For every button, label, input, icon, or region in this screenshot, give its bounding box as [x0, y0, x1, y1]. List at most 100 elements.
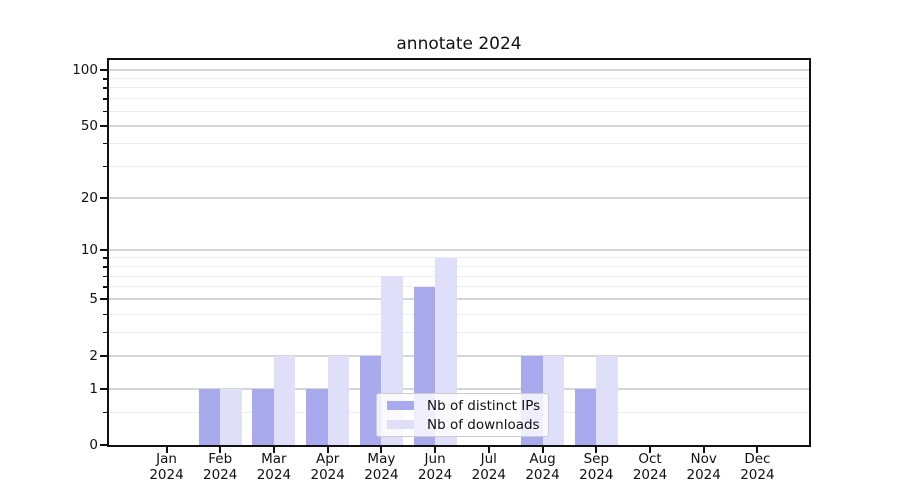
y-minor-tick — [103, 411, 107, 414]
gridline-minor — [109, 78, 809, 79]
x-tick-label: May 2024 — [349, 451, 413, 483]
x-tick-label: Sep 2024 — [564, 451, 628, 483]
x-tick — [649, 447, 651, 453]
y-minor-tick — [103, 313, 107, 316]
x-tick-label: Jul 2024 — [457, 451, 521, 483]
x-tick-label-line: Dec — [744, 451, 771, 467]
y-tick — [100, 196, 107, 199]
x-tick-label: Jun 2024 — [403, 451, 467, 483]
x-tick-label-line: 2024 — [686, 466, 721, 483]
x-tick-label-line: Jan — [156, 451, 177, 467]
bar-distinct-ips-feb — [198, 388, 221, 445]
gridline-minor — [109, 257, 809, 259]
x-tick-label: Apr 2024 — [296, 451, 360, 483]
y-tick — [100, 249, 107, 252]
x-tick-label-line: Oct — [638, 451, 662, 467]
y-tick — [100, 444, 107, 446]
right-spine — [809, 58, 811, 447]
legend: Nb of distinct IPs Nb of downloads — [376, 393, 549, 437]
bar-distinct-ips-apr — [306, 388, 328, 445]
y-tick-label: 100 — [72, 62, 98, 78]
gridline-minor — [109, 142, 809, 144]
x-tick-label-line: Sep — [583, 451, 610, 467]
y-tick-label: 0 — [89, 437, 98, 453]
gridline-minor — [109, 87, 809, 89]
x-tick — [326, 447, 329, 453]
x-tick-label-line: May — [367, 451, 396, 467]
x-tick — [272, 447, 275, 453]
y-tick — [100, 124, 107, 127]
x-tick-label-line: 2024 — [740, 466, 775, 483]
gridline-minor — [109, 165, 809, 167]
x-tick-label-line: 2024 — [310, 466, 345, 483]
bar-downloads-mar — [273, 355, 296, 445]
x-tick-label-line: Feb — [208, 451, 233, 467]
bar-distinct-ips-mar — [252, 388, 274, 445]
x-tick — [165, 447, 168, 453]
y-minor-tick — [103, 275, 107, 277]
y-tick-label: 5 — [89, 291, 98, 308]
x-tick — [756, 447, 759, 453]
legend-item-distinct-ips: Nb of distinct IPs — [377, 398, 548, 414]
x-tick — [219, 447, 222, 453]
y-tick — [100, 69, 107, 71]
top-spine — [107, 58, 811, 60]
y-axis-spine — [107, 58, 109, 447]
x-tick-label-line: Nov — [690, 451, 717, 467]
gridline-major — [109, 354, 809, 357]
x-tick — [434, 447, 437, 453]
gridline-major — [109, 249, 809, 252]
y-minor-tick — [103, 110, 107, 112]
x-tick-label-line: 2024 — [256, 466, 292, 483]
y-minor-tick — [103, 98, 107, 100]
y-tick-label: 10 — [80, 242, 98, 259]
gridline-major — [109, 196, 809, 199]
y-tick-label: 50 — [80, 117, 98, 134]
x-tick-label: Feb 2024 — [188, 451, 252, 483]
x-tick — [487, 447, 490, 453]
x-tick-label-line: 2024 — [632, 466, 668, 483]
gridline-major — [109, 387, 809, 390]
bar-downloads-apr — [327, 355, 350, 445]
x-tick-label: Oct 2024 — [618, 451, 682, 483]
y-minor-tick — [103, 331, 107, 334]
x-tick — [380, 447, 383, 453]
legend-swatch-downloads — [387, 420, 414, 429]
x-tick — [541, 447, 544, 453]
y-minor-tick — [103, 87, 107, 89]
bar-downloads-sep — [596, 355, 618, 445]
x-tick-label-line: Aug — [529, 451, 556, 467]
x-tick-label-line: Apr — [316, 451, 340, 467]
bar-distinct-ips-sep — [574, 388, 597, 445]
x-tick-label-line: 2024 — [525, 466, 560, 483]
legend-item-downloads: Nb of downloads — [377, 417, 548, 433]
y-minor-tick — [103, 266, 107, 268]
x-tick-label-line: Jul — [480, 451, 497, 467]
y-minor-tick — [103, 78, 107, 80]
legend-label-distinct-ips: Nb of distinct IPs — [427, 397, 541, 414]
y-minor-tick — [103, 286, 107, 288]
x-tick-label: Mar 2024 — [242, 451, 306, 483]
gridline-minor — [109, 98, 809, 100]
y-tick-label: 1 — [89, 380, 98, 397]
y-tick — [100, 354, 107, 357]
legend-swatch-distinct-ips — [387, 401, 414, 410]
y-minor-tick — [103, 142, 107, 145]
x-tick — [702, 447, 705, 453]
x-tick — [595, 447, 598, 453]
x-tick-label-line: 2024 — [364, 466, 399, 483]
x-tick-label: Jan 2024 — [135, 451, 199, 483]
y-minor-tick — [103, 165, 107, 167]
chart-title: annotate 2024 — [396, 34, 522, 54]
legend-label-downloads: Nb of downloads — [427, 416, 540, 433]
gridline-major — [109, 69, 809, 71]
gridline-minor — [109, 275, 809, 277]
x-tick-label-line: Jun — [424, 451, 446, 467]
x-tick-label: Dec 2024 — [725, 451, 789, 483]
gridline-minor — [109, 313, 809, 315]
x-tick-label: Aug 2024 — [511, 451, 575, 483]
x-tick-label-line: Mar — [261, 451, 287, 467]
x-tick-label-line: 2024 — [417, 466, 453, 483]
gridline-major — [109, 124, 809, 127]
